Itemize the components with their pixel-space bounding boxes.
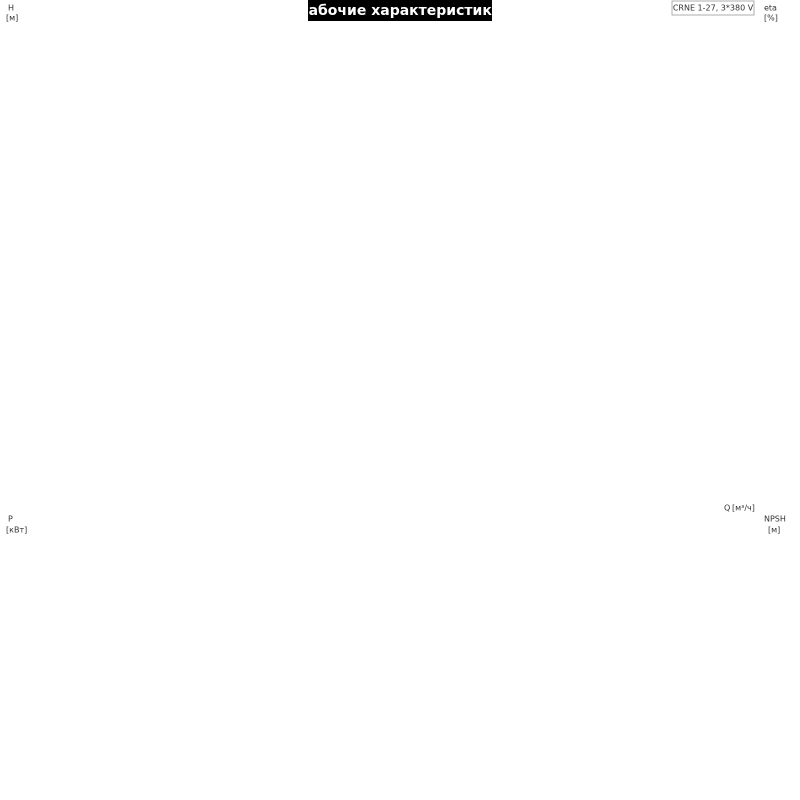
x-unit: [м³/ч]: [732, 504, 755, 513]
y-label: P: [8, 515, 13, 524]
chart-title: Рабочие характеристики: [298, 3, 501, 19]
y2-unit: [м]: [768, 526, 780, 535]
y2-label: NPSH: [764, 515, 786, 524]
y-unit: [м]: [6, 14, 18, 23]
y-label: H: [8, 4, 14, 13]
x-label: Q: [724, 504, 730, 513]
y-unit: [кВт]: [6, 526, 27, 535]
note: CRNE 1-27, 3*380 V: [673, 4, 754, 13]
title-box: [308, 0, 492, 21]
text-layer: Рабочие характеристики CRNE 1-27, 3*380 …: [6, 0, 786, 535]
y2-unit: [%]: [764, 14, 778, 23]
y2-label: eta: [764, 4, 777, 13]
note-box: [671, 0, 755, 16]
